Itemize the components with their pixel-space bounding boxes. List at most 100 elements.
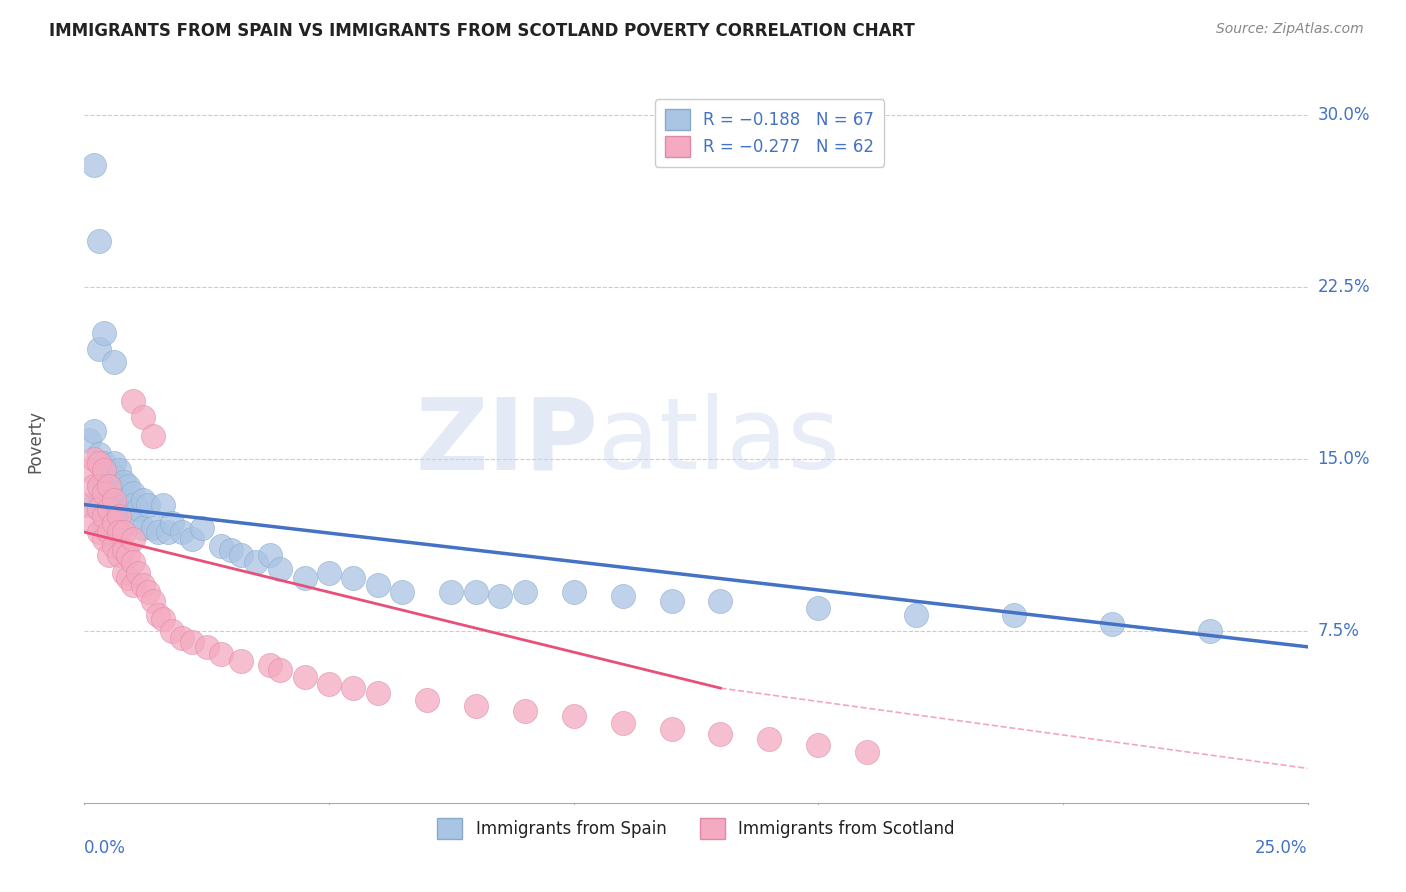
Point [162,516,184,530]
Point [489,590,512,604]
Legend: Immigrants from Spain, Immigrants from Scotland: Immigrants from Spain, Immigrants from S… [427,808,965,848]
Point [103,516,125,530]
Point [318,566,340,581]
Point [97,509,120,524]
Point [77,463,100,477]
Point [117,548,139,562]
Point [807,600,830,615]
Point [318,676,340,690]
Point [342,571,364,585]
Text: 22.5%: 22.5% [1317,277,1369,296]
Point [93,532,115,546]
Point [367,686,389,700]
Point [142,429,165,443]
Point [612,715,634,730]
Point [93,475,115,489]
Point [103,456,125,470]
Point [562,584,585,599]
Point [103,493,125,508]
Text: 7.5%: 7.5% [1317,622,1360,640]
Text: 25.0%: 25.0% [1256,838,1308,857]
Point [142,594,165,608]
Point [87,498,110,512]
Point [758,731,780,746]
Point [93,456,115,470]
Point [132,410,155,425]
Point [513,584,536,599]
Point [103,470,125,484]
Text: atlas: atlas [598,393,839,490]
Point [87,525,110,540]
Point [107,548,129,562]
Point [93,486,115,500]
Point [122,498,145,512]
Point [259,658,281,673]
Point [117,502,139,516]
Point [245,555,267,569]
Point [122,516,145,530]
Point [709,727,731,741]
Point [127,502,149,516]
Point [107,509,129,524]
Text: ZIP: ZIP [415,393,598,490]
Point [709,594,731,608]
Point [219,543,242,558]
Point [1101,616,1123,631]
Point [162,624,184,638]
Point [229,548,252,562]
Point [122,578,145,592]
Point [156,525,179,540]
Point [132,493,155,508]
Point [93,463,115,477]
Point [87,342,110,356]
Text: Poverty: Poverty [27,410,45,473]
Point [807,739,830,753]
Point [122,555,145,569]
Point [97,525,120,540]
Point [87,456,110,470]
Point [146,607,169,622]
Point [464,699,486,714]
Point [152,612,174,626]
Point [97,486,120,500]
Point [93,326,115,340]
Point [1002,607,1025,622]
Point [103,355,125,369]
Point [122,394,145,409]
Point [464,584,486,599]
Point [269,562,291,576]
Point [181,635,204,649]
Point [294,571,316,585]
Point [127,566,149,581]
Point [181,532,204,546]
Point [112,543,135,558]
Point [612,590,634,604]
Point [661,723,683,737]
Point [83,424,105,438]
Point [122,486,145,500]
Point [856,745,879,759]
Point [117,571,139,585]
Point [112,525,135,540]
Point [87,479,110,493]
Point [391,584,413,599]
Point [87,234,110,248]
Point [661,594,683,608]
Point [342,681,364,695]
Point [132,578,155,592]
Point [195,640,218,654]
Point [905,607,928,622]
Point [172,631,194,645]
Point [93,502,115,516]
Point [83,479,105,493]
Point [97,548,120,562]
Point [142,520,165,534]
Point [83,158,105,172]
Point [209,647,232,661]
Point [77,434,100,448]
Point [132,520,155,534]
Point [172,525,194,540]
Point [93,520,115,534]
Point [117,479,139,493]
Point [259,548,281,562]
